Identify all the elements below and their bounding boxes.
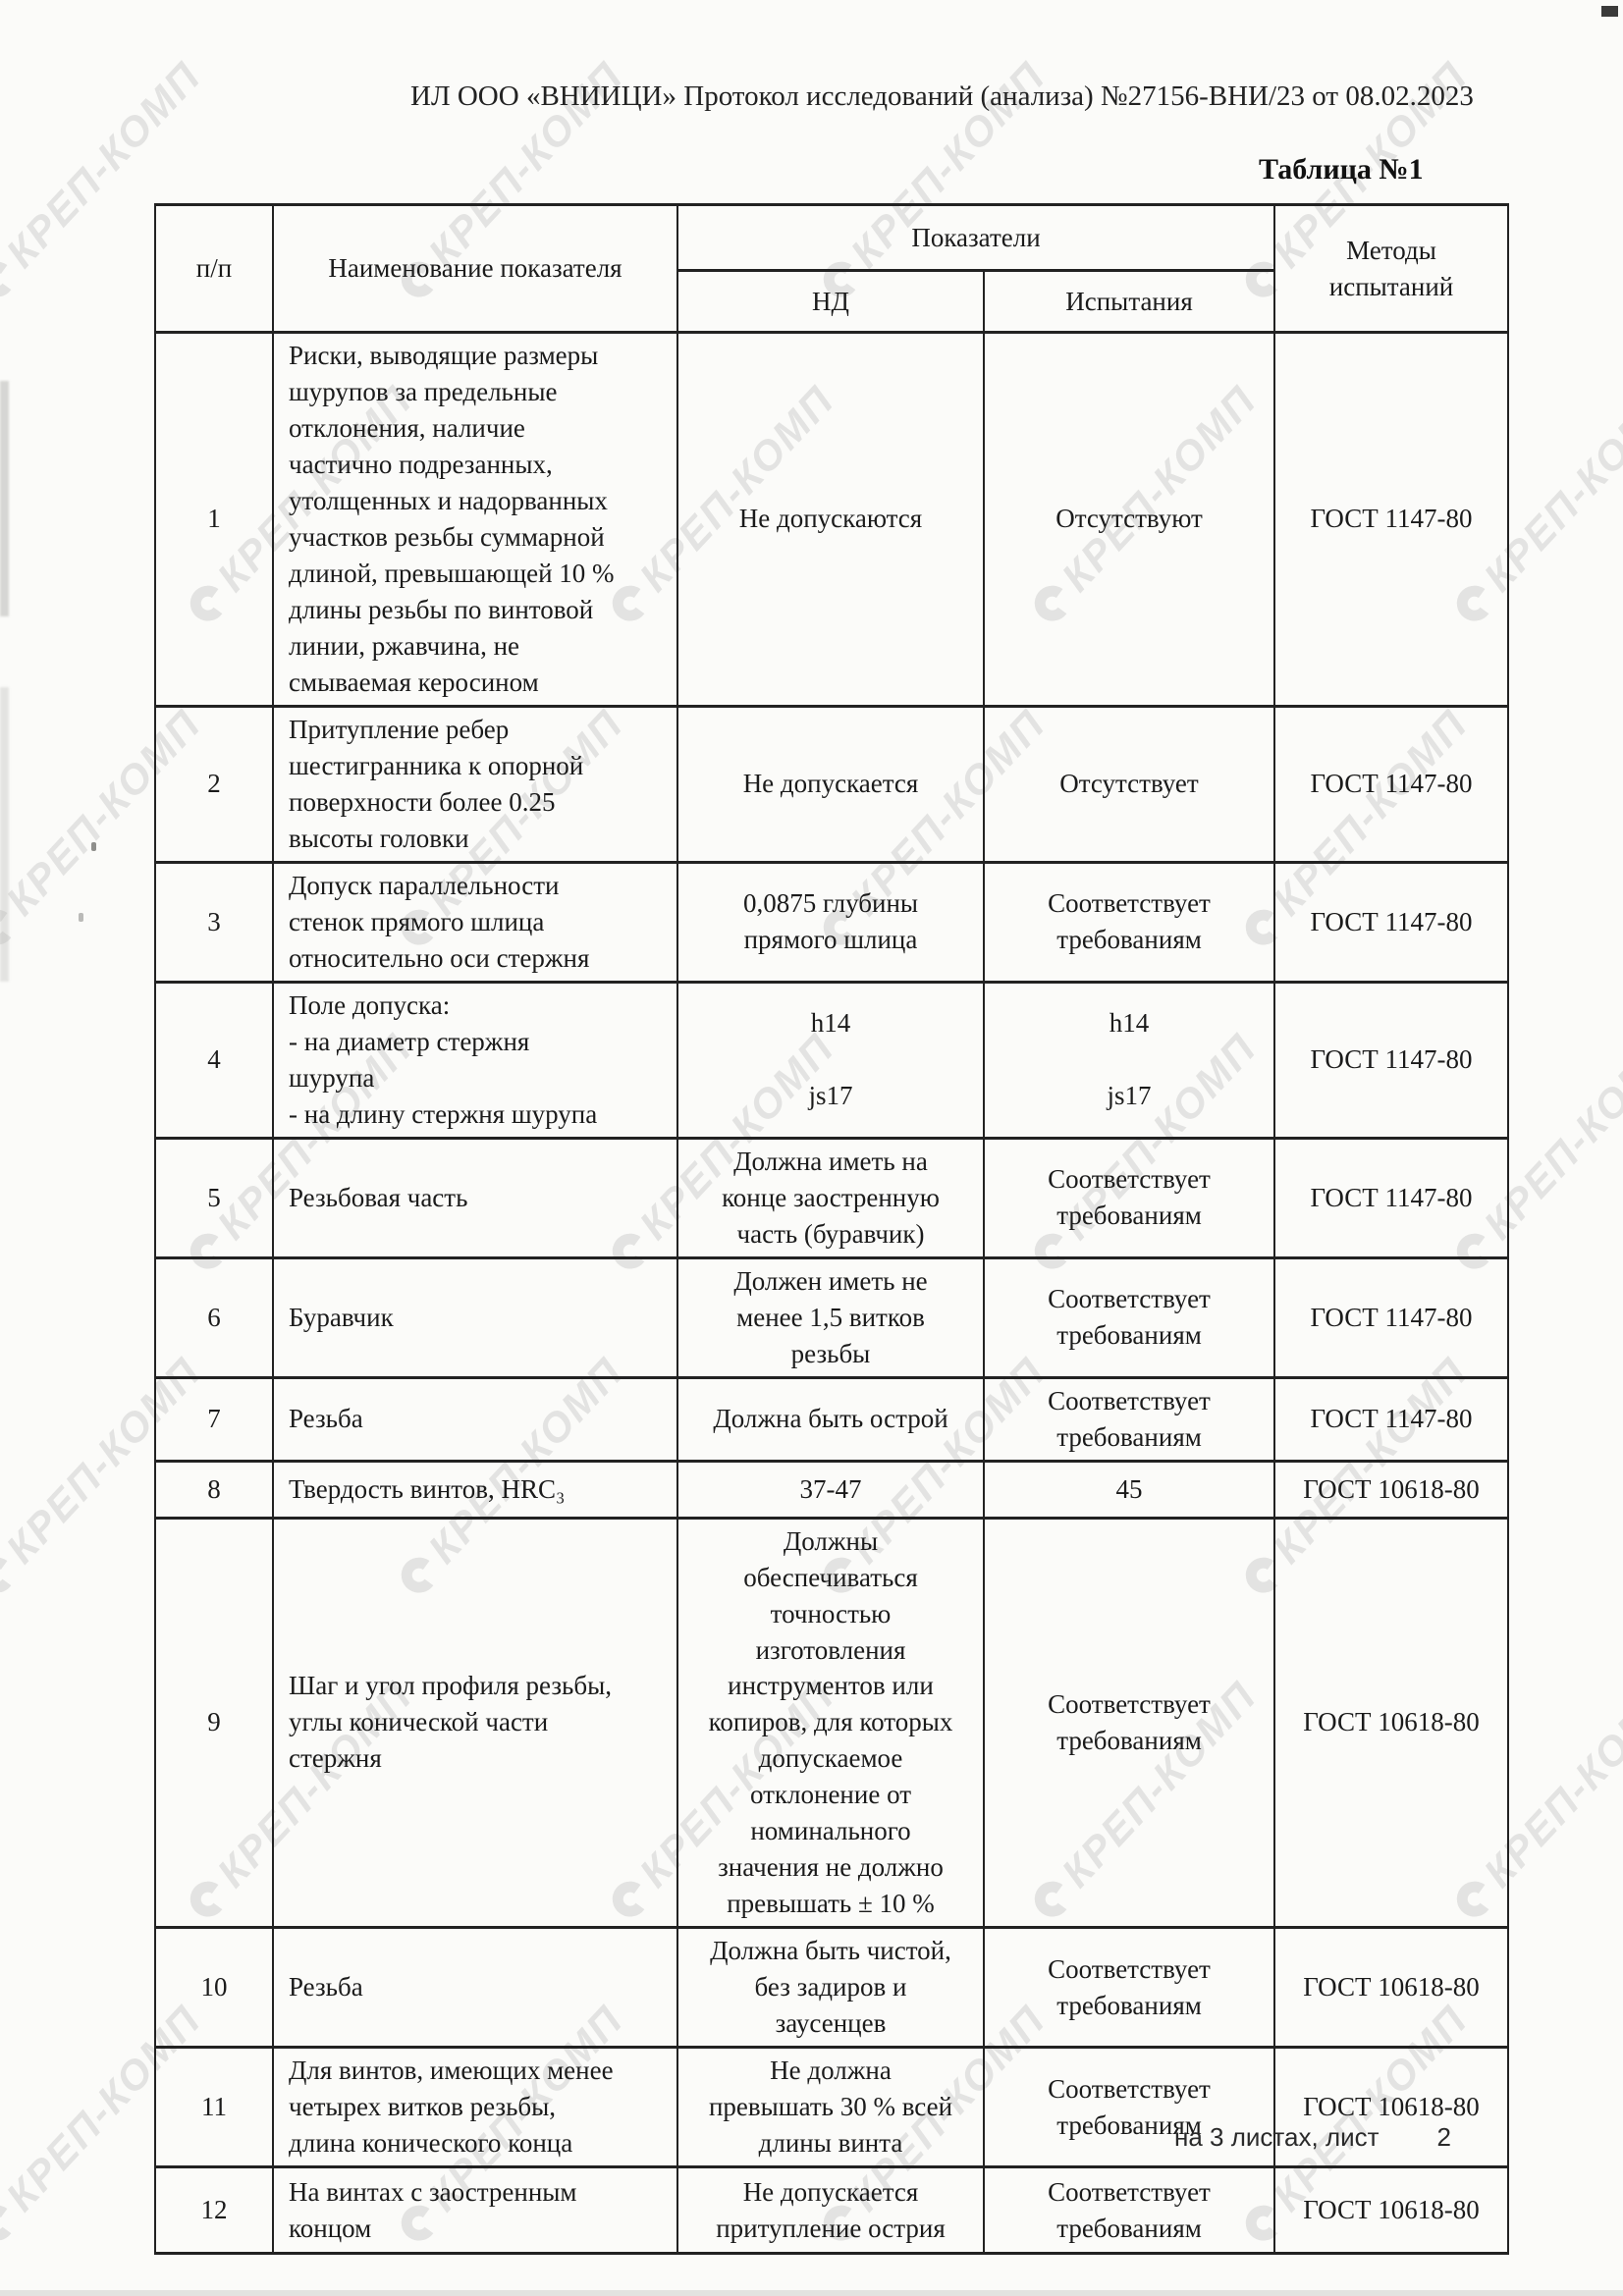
cell-nd: Не допускается притупление острия bbox=[676, 2165, 985, 2256]
col-header-test: Испытания bbox=[982, 269, 1276, 334]
scan-bottom-edge bbox=[0, 2290, 1623, 2296]
cell-num: 7 bbox=[154, 1375, 274, 1463]
table-row: 2 Притупление ребер шестигранника к опорн… bbox=[154, 704, 1510, 864]
col-header-method: Методы испытаний bbox=[1273, 203, 1510, 334]
krep-komp-logo-icon bbox=[0, 2203, 18, 2244]
cell-num: 1 bbox=[154, 331, 274, 708]
table-body: 1 Риски, выводящие размеры шурупов за пре… bbox=[154, 331, 1510, 2256]
scan-speck bbox=[91, 842, 96, 851]
cell-method: ГОСТ 1147-80 bbox=[1273, 1255, 1510, 1379]
cell-method: ГОСТ 1147-80 bbox=[1273, 860, 1510, 984]
cell-nd: Не допускается bbox=[676, 704, 985, 864]
cell-num: 2 bbox=[154, 704, 274, 864]
krep-komp-logo-icon bbox=[0, 1555, 18, 1596]
cell-test: Соответствует требованиям bbox=[982, 860, 1276, 984]
cell-num: 10 bbox=[154, 1926, 274, 2050]
cell-method: ГОСТ 1147-80 bbox=[1273, 704, 1510, 864]
cell-method: ГОСТ 10618-80 bbox=[1273, 1459, 1510, 1520]
cell-num: 12 bbox=[154, 2165, 274, 2256]
footer-page-number: 2 bbox=[1436, 2122, 1451, 2152]
scan-speck bbox=[79, 913, 83, 922]
krep-komp-logo-icon bbox=[0, 259, 18, 300]
table-row: 10 Резьба Должна быть чистой, без задиров … bbox=[154, 1926, 1510, 2050]
cell-method: ГОСТ 10618-80 bbox=[1273, 2165, 1510, 2256]
col-header-name: Наименование показателя bbox=[272, 203, 678, 334]
cell-nd: Должна иметь на конце заостренную часть … bbox=[676, 1136, 985, 1259]
col-header-group: Показатели bbox=[676, 203, 1276, 272]
protocol-table: п/п Наименование показателя Показатели М… bbox=[154, 203, 1510, 2256]
table-row: 9 Шаг и угол профиля резьбы, углы коничес… bbox=[154, 1516, 1510, 1930]
table-row: 3 Допуск параллельности стенок прямого шл… bbox=[154, 860, 1510, 984]
cell-num: 8 bbox=[154, 1459, 274, 1520]
cell-name: Резьбовая часть bbox=[272, 1136, 678, 1259]
table-row: 7 Резьба Должна быть острой Соответствует т… bbox=[154, 1375, 1510, 1463]
cell-test: h14 js17 bbox=[982, 980, 1276, 1140]
cell-test: Соответствует требованиям bbox=[982, 1926, 1276, 2050]
table-row: 8 Твердость винтов, HRC₃ 37-47 45 ГОСТ 10618… bbox=[154, 1459, 1510, 1520]
cell-num: 9 bbox=[154, 1516, 274, 1930]
document-title: ИЛ ООО «ВНИИЦИ» Протокол исследований (а… bbox=[410, 80, 1474, 112]
table-header: п/п Наименование показателя Показатели М… bbox=[154, 203, 1510, 334]
cell-name: Буравчик bbox=[272, 1255, 678, 1379]
cell-nd: Должен иметь не менее 1,5 витков резьбы bbox=[676, 1255, 985, 1379]
scan-edge-noise bbox=[0, 687, 9, 982]
cell-test: Соответствует требованиям bbox=[982, 2165, 1276, 2256]
table-row: 6 Буравчик Должен иметь не менее 1,5 витко… bbox=[154, 1255, 1510, 1379]
cell-num: 11 bbox=[154, 2046, 274, 2169]
cell-method: ГОСТ 1147-80 bbox=[1273, 980, 1510, 1140]
table-row: 11 Для винтов, имеющих менее четырех витк… bbox=[154, 2046, 1510, 2169]
cell-method: ГОСТ 10618-80 bbox=[1273, 1516, 1510, 1930]
cell-test: Отсутствует bbox=[982, 704, 1276, 864]
cell-num: 6 bbox=[154, 1255, 274, 1379]
cell-nd: 37-47 bbox=[676, 1459, 985, 1520]
cell-method: ГОСТ 10618-80 bbox=[1273, 2046, 1510, 2169]
cell-name: Для винтов, имеющих менее четырех витков… bbox=[272, 2046, 678, 2169]
col-header-num: п/п bbox=[154, 203, 274, 334]
cell-nd: Должны обеспечиваться точностью изготовл… bbox=[676, 1516, 985, 1930]
cell-name: Притупление ребер шестигранника к опорно… bbox=[272, 704, 678, 864]
cell-nd: 0,0875 глубины прямого шлица bbox=[676, 860, 985, 984]
cell-num: 3 bbox=[154, 860, 274, 984]
scan-edge-noise bbox=[0, 381, 9, 616]
cell-num: 5 bbox=[154, 1136, 274, 1259]
cell-test: Соответствует требованиям bbox=[982, 1516, 1276, 1930]
cell-method: ГОСТ 1147-80 bbox=[1273, 1375, 1510, 1463]
page-footer: на 3 листах, лист 2 bbox=[1174, 2122, 1451, 2153]
cell-test: Соответствует требованиям bbox=[982, 1136, 1276, 1259]
cell-name: Резьба bbox=[272, 1375, 678, 1463]
cell-nd: h14 js17 bbox=[676, 980, 985, 1140]
cell-test: Соответствует требованиям bbox=[982, 1255, 1276, 1379]
col-header-nd: НД bbox=[676, 269, 985, 334]
cell-method: ГОСТ 1147-80 bbox=[1273, 331, 1510, 708]
cell-name: Поле допуска: - на диаметр стержня шуруп… bbox=[272, 980, 678, 1140]
cell-name: Шаг и угол профиля резьбы, углы коническ… bbox=[272, 1516, 678, 1930]
table-row: 1 Риски, выводящие размеры шурупов за пре… bbox=[154, 331, 1510, 708]
table-row: 5 Резьбовая часть Должна иметь на конце за… bbox=[154, 1136, 1510, 1259]
cell-name: Резьба bbox=[272, 1926, 678, 2050]
cell-method: ГОСТ 10618-80 bbox=[1273, 1926, 1510, 2050]
cell-nd: Должна быть чистой, без задиров и заусен… bbox=[676, 1926, 985, 2050]
cell-nd: Не должна превышать 30 % всей длины винт… bbox=[676, 2046, 985, 2169]
cell-name: Твердость винтов, HRC₃ bbox=[272, 1459, 678, 1520]
cell-test: Соответствует требованиям bbox=[982, 2046, 1276, 2169]
cell-nd: Должна быть острой bbox=[676, 1375, 985, 1463]
cell-test: Отсутствуют bbox=[982, 331, 1276, 708]
table-row: 4 Поле допуска: - на диаметр стержня шуру… bbox=[154, 980, 1510, 1140]
cell-test: 45 bbox=[982, 1459, 1276, 1520]
footer-sheets-label: на 3 листах, лист bbox=[1174, 2122, 1380, 2152]
cell-num: 4 bbox=[154, 980, 274, 1140]
cell-nd: Не допускаются bbox=[676, 331, 985, 708]
cell-test: Соответствует требованиям bbox=[982, 1375, 1276, 1463]
table-caption: Таблица №1 bbox=[1259, 153, 1424, 186]
table-row: 12 На винтах с заостренным концом Не допус… bbox=[154, 2165, 1510, 2256]
scan-corner-mark bbox=[1601, 6, 1618, 17]
cell-name: На винтах с заостренным концом bbox=[272, 2165, 678, 2256]
cell-method: ГОСТ 1147-80 bbox=[1273, 1136, 1510, 1259]
cell-name: Допуск параллельности стенок прямого шли… bbox=[272, 860, 678, 984]
cell-name: Риски, выводящие размеры шурупов за пред… bbox=[272, 331, 678, 708]
